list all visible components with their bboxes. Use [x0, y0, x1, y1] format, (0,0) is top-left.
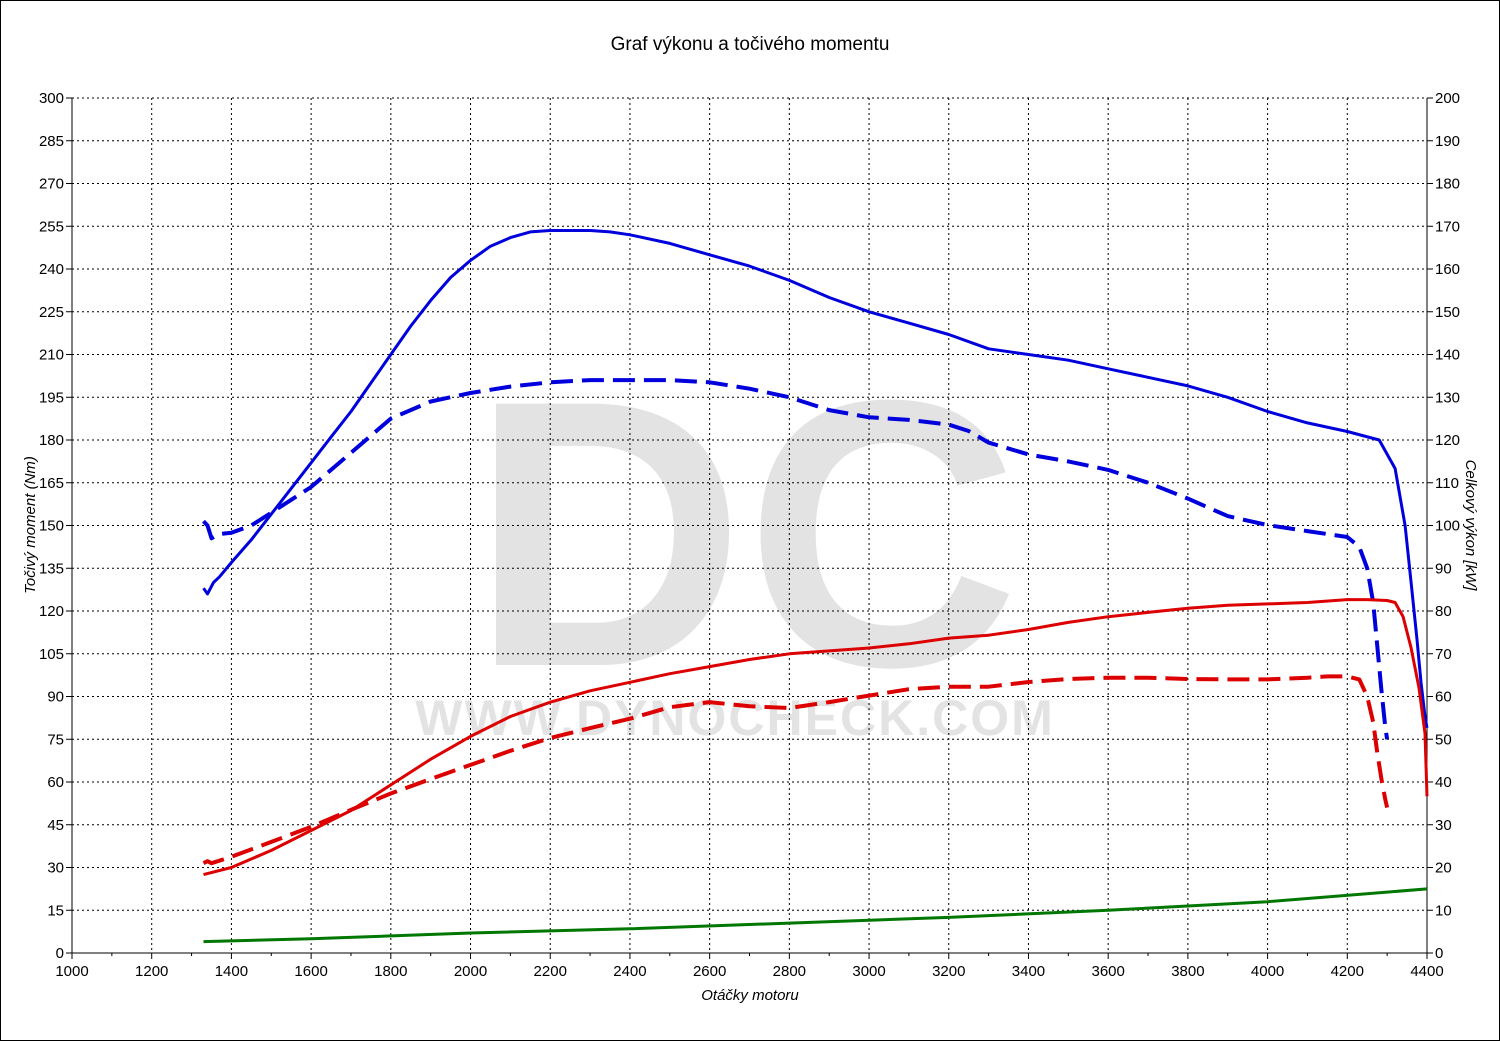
x-tick-label: 2600	[693, 963, 726, 980]
y-tick-label-right: 130	[1435, 389, 1460, 406]
y-tick-label-right: 70	[1435, 646, 1452, 663]
x-tick-label: 3400	[1012, 963, 1045, 980]
series-line-3	[203, 598, 1429, 877]
y-tick-label-right: 110	[1435, 475, 1459, 492]
y-tick-label-right: 160	[1435, 261, 1460, 278]
y-tick-label-left: 300	[39, 90, 64, 107]
y-axis-label-left: Točivý moment (Nm)	[22, 456, 39, 594]
y-tick-label-left: 45	[47, 817, 64, 834]
chart-title: Graf výkonu a točivého momentu	[610, 34, 890, 55]
y-tick-label-left: 60	[47, 774, 64, 791]
y-tick-label-right: 50	[1435, 731, 1452, 748]
y-tick-label-right: 10	[1435, 902, 1452, 919]
x-tick-label: 3600	[1091, 963, 1124, 980]
x-tick-label: 1000	[55, 963, 88, 980]
watermark-url: WWW.DYNOCHECK.COM	[415, 690, 1055, 746]
y-axis-label-right: Celkový výkon [kW]	[1462, 460, 1479, 592]
x-tick-label: 3200	[932, 963, 965, 980]
x-tick-label: 3000	[852, 963, 885, 980]
series-lines	[202, 229, 1429, 944]
y-tick-label-right: 0	[1435, 945, 1443, 962]
y-tick-label-left: 165	[39, 475, 64, 492]
y-tick-label-right: 200	[1435, 90, 1460, 107]
x-tick-label: 1400	[215, 963, 248, 980]
x-tick-label: 1200	[135, 963, 168, 980]
y-tick-label-left: 75	[47, 731, 64, 748]
axis-tick-labels: 1000 1200 1400 1600 1800 2000 2200 2400 2600 2800…	[39, 90, 1460, 980]
y-tick-label-left: 15	[47, 902, 64, 919]
x-tick-label: 1600	[294, 963, 327, 980]
watermark: DC WWW.DYNOCHECK.COM	[415, 321, 1055, 746]
x-axis-label: Otáčky motoru	[701, 987, 799, 1004]
y-tick-label-right: 120	[1435, 432, 1460, 449]
x-tick-label: 2400	[613, 963, 646, 980]
x-tick-label: 4000	[1251, 963, 1284, 980]
y-tick-label-left: 120	[39, 603, 64, 620]
y-tick-label-right: 20	[1435, 860, 1452, 877]
y-tick-label-left: 30	[47, 860, 64, 877]
y-tick-label-right: 30	[1435, 817, 1452, 834]
axes	[66, 97, 1433, 959]
x-tick-label: 2000	[454, 963, 487, 980]
y-tick-label-left: 285	[39, 133, 64, 150]
y-tick-label-right: 90	[1435, 560, 1452, 577]
y-tick-label-left: 210	[39, 347, 64, 364]
x-tick-label: 4200	[1331, 963, 1364, 980]
y-tick-label-left: 150	[39, 518, 64, 535]
y-tick-label-left: 180	[39, 432, 64, 449]
series-line-1	[202, 229, 1429, 729]
y-tick-label-right: 100	[1435, 518, 1460, 535]
x-tick-label: 3800	[1171, 963, 1204, 980]
y-tick-label-left: 105	[39, 646, 64, 663]
series-line-4	[202, 674, 1390, 866]
y-tick-label-left: 195	[39, 389, 64, 406]
series-line-5	[203, 887, 1428, 944]
y-tick-label-right: 180	[1435, 176, 1460, 193]
x-tick-label: 2800	[773, 963, 806, 980]
watermark-logo: DC	[471, 321, 1020, 746]
y-tick-label-left: 135	[39, 560, 64, 577]
y-tick-label-left: 0	[56, 945, 64, 962]
y-tick-label-right: 60	[1435, 689, 1452, 706]
x-tick-label: 2200	[534, 963, 567, 980]
y-tick-label-right: 150	[1435, 304, 1460, 321]
y-tick-label-left: 255	[39, 218, 64, 235]
y-tick-label-left: 225	[39, 304, 64, 321]
y-tick-label-right: 40	[1435, 774, 1452, 791]
x-tick-label: 4400	[1410, 963, 1443, 980]
y-tick-label-right: 80	[1435, 603, 1452, 620]
y-tick-label-left: 240	[39, 261, 64, 278]
y-tick-label-right: 190	[1435, 133, 1460, 150]
x-tick-label: 1800	[374, 963, 407, 980]
y-tick-label-left: 270	[39, 176, 64, 193]
y-tick-label-left: 90	[47, 689, 64, 706]
y-tick-label-right: 170	[1435, 218, 1460, 235]
y-tick-label-right: 140	[1435, 347, 1460, 364]
